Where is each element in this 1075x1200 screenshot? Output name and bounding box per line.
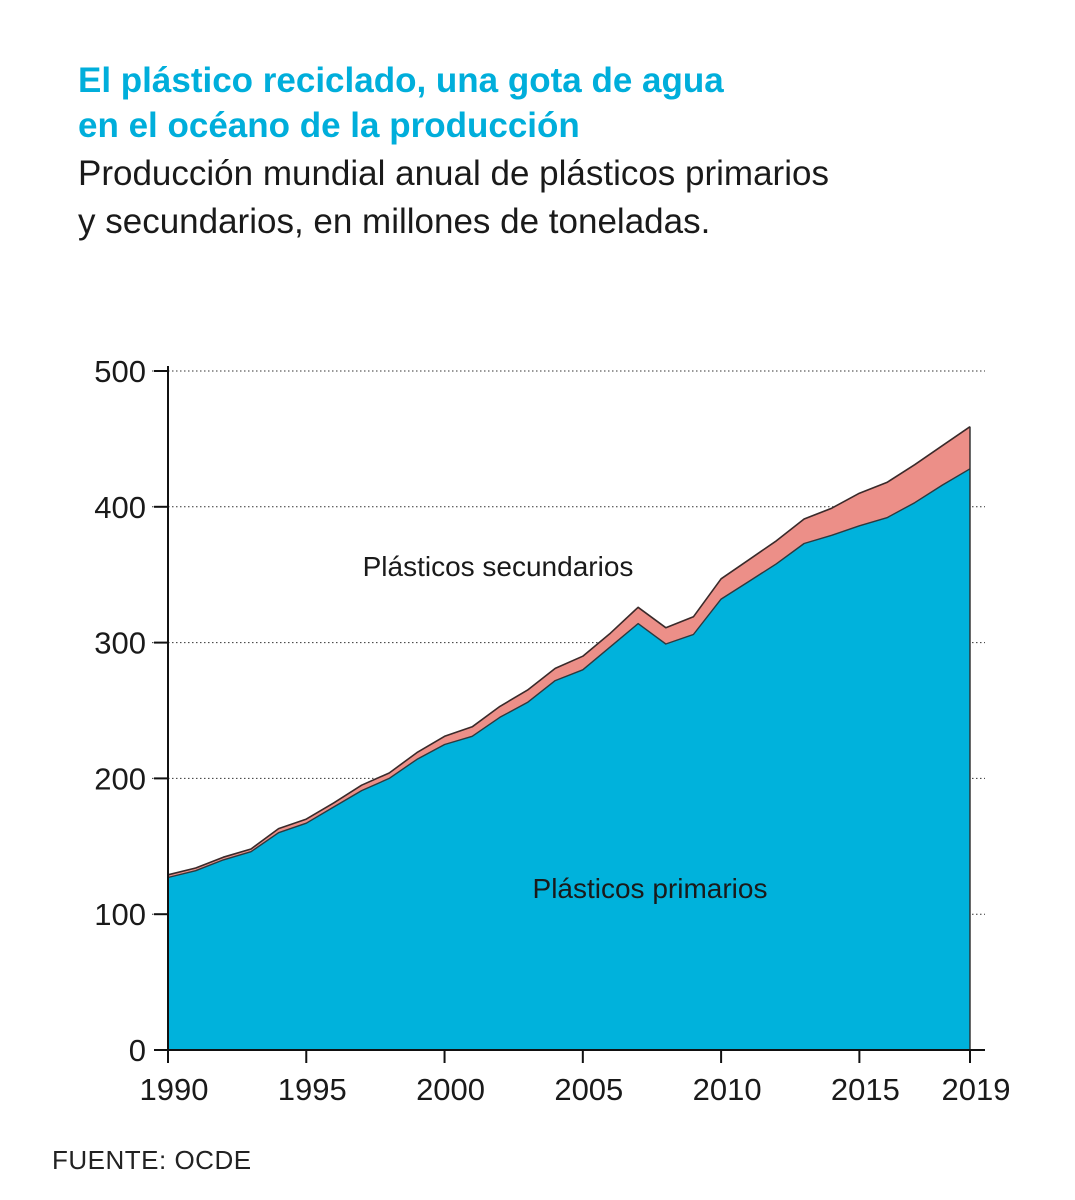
chart-title-line-2: en el océano de la producción: [78, 106, 580, 145]
source-note: FUENTE: OCDE: [52, 1145, 252, 1175]
chart-title-line-1: El plástico reciclado, una gota de agua: [78, 61, 724, 100]
x-tick-label-2000: 2000: [416, 1072, 485, 1107]
y-tick-label-200: 200: [94, 761, 146, 796]
series-label-primary: Plásticos primarios: [533, 873, 768, 904]
series-labels: Plásticos secundarios Plásticos primarios: [363, 551, 768, 904]
x-tick-label-2010: 2010: [693, 1072, 762, 1107]
y-tick-label-300: 300: [94, 626, 146, 661]
axes: 0 100 200 300 400 500 1990 1995 2000 2005 2010 2015…: [94, 354, 1010, 1107]
y-tick-label-400: 400: [94, 490, 146, 525]
series-label-secondary: Plásticos secundarios: [363, 551, 634, 582]
y-tick-label-0: 0: [129, 1033, 146, 1068]
x-tick-label-2015: 2015: [831, 1072, 900, 1107]
x-tick-label-1990: 1990: [140, 1072, 209, 1107]
chart-title: El plástico reciclado, una gota de agua …: [78, 58, 978, 148]
chart-subtitle-line-2: y secundarios, en millones de toneladas.: [78, 202, 711, 241]
chart-subtitle: Producción mundial anual de plásticos pr…: [78, 150, 1038, 246]
line-total: [167, 426, 971, 876]
line-primary: [167, 468, 971, 879]
chart-subtitle-line-1: Producción mundial anual de plásticos pr…: [78, 154, 829, 193]
area-primary: [168, 468, 970, 1050]
x-tick-label-2019: 2019: [942, 1072, 1011, 1107]
y-tick-label-100: 100: [94, 897, 146, 932]
y-tick-label-500: 500: [94, 354, 146, 389]
stacked-areas: [167, 426, 971, 1050]
production-area-chart: 0 100 200 300 400 500 1990 1995 2000 2005 2010 2015…: [94, 354, 1010, 1107]
x-tick-label-1995: 1995: [278, 1072, 347, 1107]
x-tick-label-2005: 2005: [554, 1072, 623, 1107]
